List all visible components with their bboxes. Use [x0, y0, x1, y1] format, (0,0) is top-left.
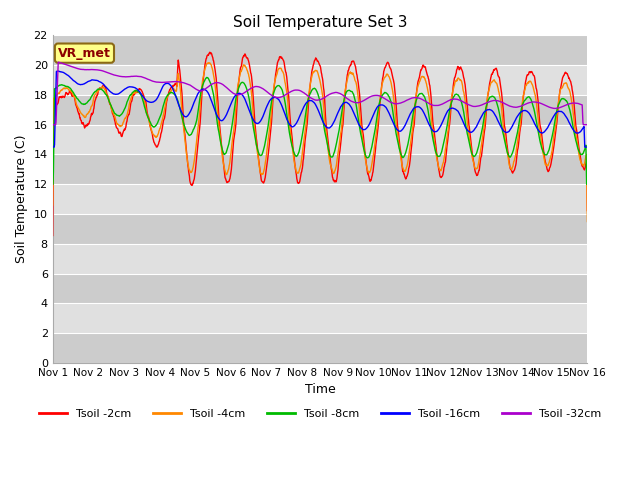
Bar — [52, 244, 588, 274]
Title: Soil Temperature Set 3: Soil Temperature Set 3 — [233, 15, 407, 30]
X-axis label: Time: Time — [305, 384, 335, 396]
Bar — [52, 274, 588, 303]
Bar — [52, 36, 588, 65]
Bar — [52, 155, 588, 184]
Y-axis label: Soil Temperature (C): Soil Temperature (C) — [15, 135, 28, 264]
Text: VR_met: VR_met — [58, 47, 111, 60]
Bar — [52, 333, 588, 363]
Bar — [52, 214, 588, 244]
Legend: Tsoil -2cm, Tsoil -4cm, Tsoil -8cm, Tsoil -16cm, Tsoil -32cm: Tsoil -2cm, Tsoil -4cm, Tsoil -8cm, Tsoi… — [35, 404, 605, 423]
Bar — [52, 303, 588, 333]
Bar — [52, 125, 588, 155]
Bar — [52, 65, 588, 95]
Bar — [52, 184, 588, 214]
Bar — [52, 95, 588, 125]
